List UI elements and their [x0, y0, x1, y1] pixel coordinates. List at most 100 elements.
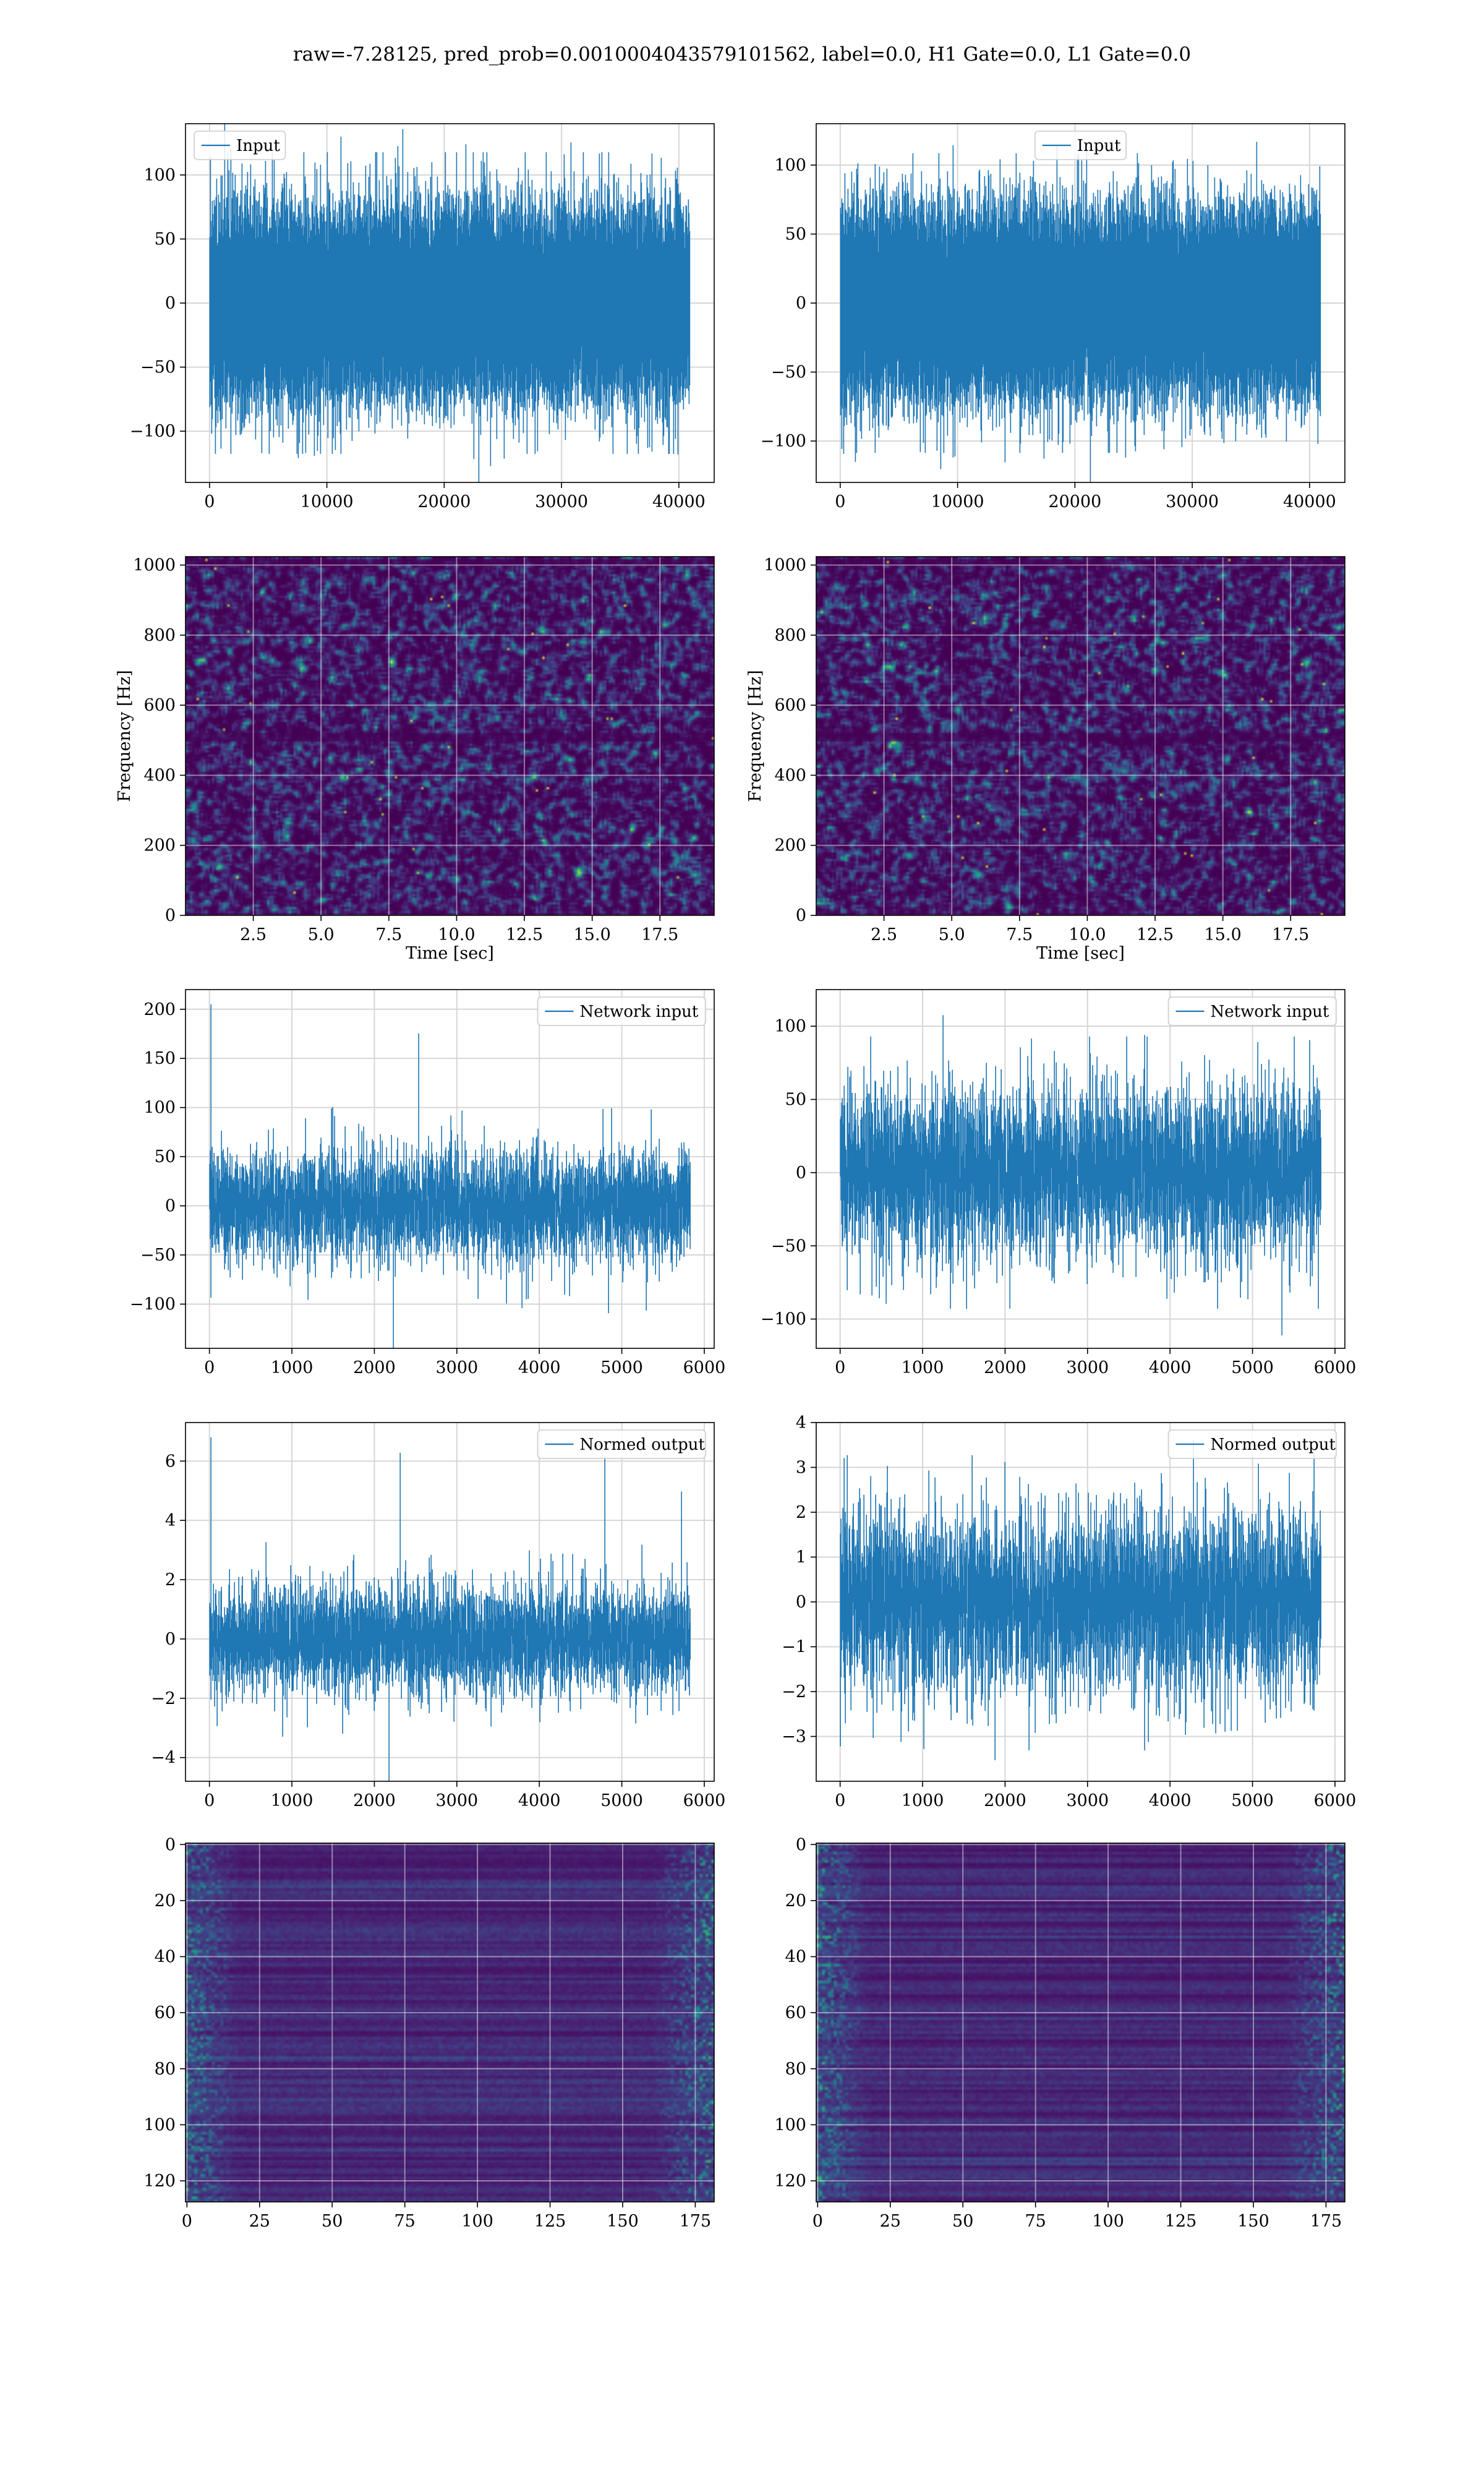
- network-input-l1-ytick-label: −100: [761, 1310, 806, 1329]
- network-input-l1-legend: Network input: [1167, 996, 1337, 1026]
- input-h1-xtick-label: 10000: [301, 492, 354, 511]
- spectrogram-l1-frame: [816, 556, 1345, 916]
- input-h1-series-line: [209, 124, 691, 482]
- features-h1-image: [186, 1843, 714, 2202]
- network-input-l1-xtick-label: 2000: [984, 1358, 1026, 1377]
- features-h1-ytick-label: 40: [155, 1948, 176, 1967]
- features-h1-ytick-label: 60: [155, 2003, 176, 2022]
- features-h1-ytick-label: 100: [143, 2115, 176, 2134]
- network-input-l1-ytick-label: 50: [785, 1090, 806, 1110]
- normed-output-l1-ytick-label: 3: [796, 1458, 806, 1478]
- network-input-h1-legend-box: [537, 996, 706, 1026]
- features-h1-xtick-label: 175: [680, 2212, 712, 2231]
- network-input-h1-frame: [185, 989, 715, 1349]
- network-input-l1-ytick-label: 100: [774, 1017, 806, 1036]
- normed-output-l1-xtick-label: 5000: [1231, 1791, 1274, 1810]
- network-input-h1-ytick-label: −50: [140, 1246, 176, 1265]
- input-l1-plot: 0 10000 20000 30000 40000 −100 −50 0 50 100 Input: [761, 123, 1345, 511]
- network-input-h1-xtick-label: 3000: [435, 1358, 478, 1377]
- features-l1-ytick-label: 120: [774, 2172, 806, 2191]
- input-l1-ytick-label: 0: [796, 294, 806, 313]
- features-l1-grid: [816, 1843, 1345, 2202]
- normed-output-h1-ytick-label: −4: [151, 1748, 176, 1768]
- features-l1-xtick-label: 25: [880, 2212, 901, 2231]
- spectrogram-l1-xtick-label: 17.5: [1272, 925, 1309, 944]
- spectrogram-l1-xtick-label: 5.0: [939, 925, 965, 944]
- features-l1-ytick-label: 100: [774, 2115, 806, 2134]
- input-l1-xtick-label: 20000: [1048, 492, 1101, 511]
- normed-output-h1-frame: [185, 1422, 715, 1782]
- spectrogram-h1-xtick-label: 5.0: [308, 925, 335, 944]
- input-h1-ticks: 0 10000 20000 30000 40000 −100 −50 0 50 100: [130, 166, 706, 511]
- features-l1-xtick-label: 50: [952, 2212, 973, 2231]
- features-h1-xtick-label: 50: [322, 2212, 343, 2231]
- features-l1-xtick-label: 125: [1165, 2212, 1197, 2231]
- features-h1-xtick-label: 0: [182, 2212, 192, 2231]
- input-h1-legend-box: [194, 131, 286, 160]
- spectrogram-h1-xtick-label: 17.5: [641, 925, 678, 944]
- normed-output-l1-ytick-label: 1: [796, 1548, 806, 1567]
- input-h1-ytick-label: 100: [143, 166, 176, 185]
- input-h1-ytick-label: −50: [140, 358, 176, 377]
- spectrogram-l1-xtick-label: 2.5: [871, 925, 897, 944]
- features-h1-xtick-label: 75: [394, 2212, 416, 2231]
- features-h1-plot: 0 25 50 75 100 125 150 175 0 20 40 60 80 100 120: [143, 1835, 715, 2231]
- normed-output-l1-series-line: [840, 1440, 1321, 1760]
- normed-output-h1-xtick-label: 5000: [600, 1791, 643, 1810]
- network-input-h1-xtick-label: 2000: [353, 1358, 396, 1377]
- features-h1-frame: [185, 1843, 715, 2202]
- normed-output-l1-xtick-label: 1000: [902, 1791, 944, 1810]
- normed-output-h1-ytick-label: 2: [165, 1570, 176, 1590]
- features-l1-xtick-label: 0: [812, 2212, 823, 2231]
- normed-output-l1-plot: 0 1000 2000 3000 4000 5000 6000 −3 −2 −1 0 1 2 3 4 Norm…: [782, 1413, 1356, 1810]
- input-h1-frame: [185, 123, 715, 483]
- input-l1-ytick-label: 50: [785, 225, 806, 244]
- normed-output-l1-ytick-label: −2: [782, 1682, 806, 1701]
- network-input-h1-ytick-label: 150: [143, 1049, 176, 1068]
- spectrogram-h1-grid: [186, 557, 714, 916]
- input-l1-xtick-label: 30000: [1166, 492, 1219, 511]
- network-input-l1-ytick-label: −50: [771, 1236, 806, 1256]
- normed-output-l1-ytick-label: 0: [796, 1593, 806, 1612]
- normed-output-h1-xtick-label: 2000: [353, 1791, 396, 1810]
- normed-output-l1-ytick-label: 2: [796, 1503, 806, 1522]
- network-input-l1-legend-label: Network input: [1211, 1003, 1329, 1021]
- network-input-l1-series-line: [840, 1015, 1321, 1336]
- network-input-h1-series-line: [209, 1004, 691, 1348]
- spectrogram-l1-ytick-label: 200: [774, 836, 806, 855]
- network-input-h1-xtick-label: 1000: [271, 1358, 313, 1377]
- input-l1-ytick-label: −50: [771, 363, 806, 382]
- normed-output-l1-legend-label: Normed output: [1211, 1436, 1336, 1454]
- input-l1-legend: Input: [1034, 131, 1127, 160]
- network-input-l1-xtick-label: 5000: [1231, 1358, 1274, 1377]
- features-l1-ytick-label: 80: [785, 2060, 806, 2079]
- normed-output-l1-ytick-label: −1: [782, 1638, 806, 1657]
- network-input-h1-ytick-label: 200: [143, 1000, 176, 1019]
- input-l1-ytick-label: −100: [761, 432, 806, 451]
- spectrogram-l1-ytick-label: 800: [774, 626, 806, 645]
- network-input-l1-legend-box: [1167, 996, 1337, 1026]
- input-l1-legend-label: Input: [1077, 137, 1121, 155]
- normed-output-h1-series-line: [209, 1437, 691, 1781]
- features-h1-xtick-label: 125: [534, 2212, 566, 2231]
- spectrogram-l1-image: [816, 557, 1345, 915]
- spectrogram-h1-frame: [185, 556, 715, 916]
- input-h1-legend: Input: [194, 131, 286, 160]
- spectrogram-h1-ticks: 2.5 5.0 7.5 10.0 12.5 15.0 17.5 0 200 400 600 800 10…: [133, 556, 678, 944]
- features-l1-xtick-label: 150: [1237, 2212, 1269, 2231]
- features-l1-xtick-label: 100: [1092, 2212, 1124, 2231]
- features-l1-ticks: 0 25 50 75 100 125 150 175 0 20 40 60 80 100 120: [774, 1835, 1342, 2231]
- normed-output-h1-xtick-label: 4000: [518, 1791, 561, 1810]
- spectrogram-h1-ytick-label: 0: [165, 906, 176, 925]
- network-input-l1-xtick-label: 1000: [902, 1358, 944, 1377]
- normed-output-h1-xtick-label: 3000: [435, 1791, 478, 1810]
- spectrogram-l1-xtick-label: 10.0: [1068, 925, 1106, 944]
- input-h1-xtick-label: 30000: [535, 492, 588, 511]
- normed-output-h1-ticks: 0 1000 2000 3000 4000 5000 6000 −4 −2 0 2 4 6: [151, 1452, 725, 1810]
- normed-output-l1-xtick-label: 0: [835, 1791, 845, 1810]
- spectrogram-l1-ylabel: Frequency [Hz]: [746, 670, 765, 802]
- features-h1-ytick-label: 80: [155, 2060, 176, 2079]
- network-input-h1-plot: 0 1000 2000 3000 4000 5000 6000 −100 −50 0 50 100 15…: [130, 989, 725, 1377]
- network-input-l1-xtick-label: 4000: [1149, 1358, 1192, 1377]
